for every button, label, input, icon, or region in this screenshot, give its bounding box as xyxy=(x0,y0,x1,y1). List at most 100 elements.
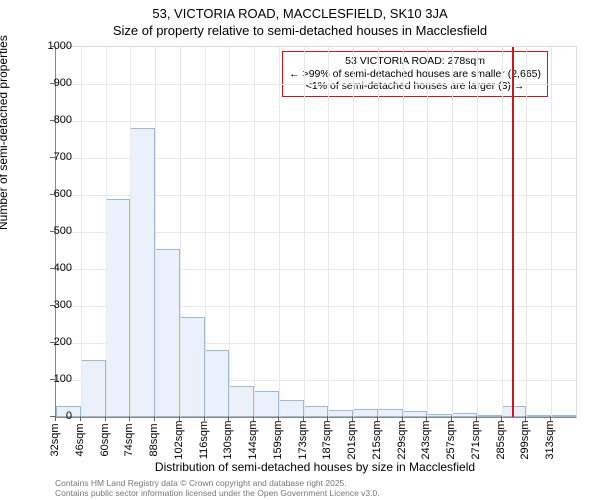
annotation-larger: <1% of semi-detached houses are larger (… xyxy=(289,80,541,93)
grid-line-v xyxy=(254,47,255,417)
x-tick-label: 299sqm xyxy=(519,420,531,459)
x-tick-label: 130sqm xyxy=(222,420,234,459)
grid-line-v xyxy=(328,47,329,417)
x-tick-mark xyxy=(402,416,403,421)
page-title: 53, VICTORIA ROAD, MACCLESFIELD, SK10 3J… xyxy=(0,0,600,23)
x-tick-mark xyxy=(154,416,155,421)
x-tick-mark xyxy=(204,416,205,421)
x-tick-mark xyxy=(426,416,427,421)
x-tick-label: 187sqm xyxy=(321,420,333,459)
grid-line-v xyxy=(403,47,404,417)
y-tick-mark xyxy=(50,46,55,47)
y-tick-mark xyxy=(50,342,55,343)
grid-line-v xyxy=(106,47,107,417)
histogram-bar xyxy=(81,360,106,417)
grid-line-v xyxy=(304,47,305,417)
histogram-bar xyxy=(427,414,452,417)
histogram-bar xyxy=(477,415,502,417)
grid-line-v xyxy=(130,47,131,417)
x-tick-label: 285sqm xyxy=(495,420,507,459)
page-subtitle: Size of property relative to semi-detach… xyxy=(0,23,600,38)
x-tick-label: 229sqm xyxy=(396,420,408,459)
y-tick-mark xyxy=(50,379,55,380)
x-tick-mark xyxy=(550,416,551,421)
x-tick-mark xyxy=(179,416,180,421)
chart-container: 53, VICTORIA ROAD, MACCLESFIELD, SK10 3J… xyxy=(0,0,600,500)
grid-line-v xyxy=(452,47,453,417)
histogram-bar xyxy=(526,415,551,417)
grid-line-v xyxy=(279,47,280,417)
grid-line-v xyxy=(155,47,156,417)
x-tick-mark xyxy=(352,416,353,421)
x-tick-mark xyxy=(476,416,477,421)
x-tick-mark xyxy=(129,416,130,421)
histogram-bar xyxy=(502,406,527,417)
x-tick-mark xyxy=(105,416,106,421)
x-tick-label: 201sqm xyxy=(346,420,358,459)
x-tick-label: 116sqm xyxy=(198,421,210,459)
annotation-box: 53 VICTORIA ROAD: 278sqm ← >99% of semi-… xyxy=(282,51,548,97)
x-tick-label: 102sqm xyxy=(173,420,185,459)
x-tick-label: 144sqm xyxy=(247,420,259,459)
x-tick-label: 173sqm xyxy=(297,420,309,459)
histogram-bar xyxy=(279,400,304,417)
x-tick-label: 60sqm xyxy=(99,423,111,456)
x-tick-label: 313sqm xyxy=(544,420,556,459)
x-tick-label: 32sqm xyxy=(49,423,61,456)
grid-line-v xyxy=(477,47,478,417)
marker-line xyxy=(512,47,514,417)
annotation-title: 53 VICTORIA ROAD: 278sqm xyxy=(289,55,541,68)
histogram-bar xyxy=(229,386,254,417)
x-tick-label: 271sqm xyxy=(470,420,482,459)
grid-line-v xyxy=(205,47,206,417)
histogram-bar xyxy=(328,410,353,417)
y-tick-mark xyxy=(50,83,55,84)
grid-line-h xyxy=(56,84,576,85)
x-tick-label: 159sqm xyxy=(272,420,284,459)
footnote-line2: Contains public sector information licen… xyxy=(55,488,380,498)
x-axis-label: Distribution of semi-detached houses by … xyxy=(55,460,575,474)
x-tick-mark xyxy=(525,416,526,421)
histogram-bar xyxy=(452,413,477,417)
histogram-bar xyxy=(130,128,155,417)
chart-area: 53 VICTORIA ROAD: 278sqm ← >99% of semi-… xyxy=(55,46,577,418)
histogram-bar xyxy=(353,409,378,417)
y-tick-mark xyxy=(50,231,55,232)
x-tick-mark xyxy=(377,416,378,421)
annotation-smaller: ← >99% of semi-detached houses are small… xyxy=(289,68,541,81)
x-tick-label: 74sqm xyxy=(123,423,135,456)
x-tick-mark xyxy=(327,416,328,421)
x-tick-mark xyxy=(501,416,502,421)
y-tick-mark xyxy=(50,268,55,269)
grid-line-v xyxy=(180,47,181,417)
grid-line-v xyxy=(551,47,552,417)
x-tick-mark xyxy=(278,416,279,421)
x-tick-mark xyxy=(253,416,254,421)
histogram-bar xyxy=(106,199,131,417)
y-tick-mark xyxy=(50,157,55,158)
x-tick-mark xyxy=(303,416,304,421)
histogram-bar xyxy=(304,406,329,417)
y-tick-mark xyxy=(50,305,55,306)
grid-line-v xyxy=(427,47,428,417)
x-tick-mark xyxy=(55,416,56,421)
histogram-bar xyxy=(205,350,230,417)
y-tick-mark xyxy=(50,194,55,195)
x-tick-label: 46sqm xyxy=(74,423,86,456)
grid-line-v xyxy=(526,47,527,417)
grid-line-v xyxy=(229,47,230,417)
x-tick-label: 88sqm xyxy=(148,423,160,456)
footnote-line1: Contains HM Land Registry data © Crown c… xyxy=(55,478,380,488)
histogram-bar xyxy=(254,391,279,417)
histogram-bar xyxy=(551,415,576,417)
grid-line-h xyxy=(56,121,576,122)
x-tick-mark xyxy=(228,416,229,421)
x-tick-label: 215sqm xyxy=(371,420,383,459)
grid-line-v xyxy=(353,47,354,417)
x-tick-label: 257sqm xyxy=(445,420,457,459)
histogram-bar xyxy=(180,317,205,417)
grid-line-v xyxy=(81,47,82,417)
histogram-bar xyxy=(378,409,403,417)
grid-line-v xyxy=(502,47,503,417)
y-axis-label: Number of semi-detached properties xyxy=(0,35,10,230)
